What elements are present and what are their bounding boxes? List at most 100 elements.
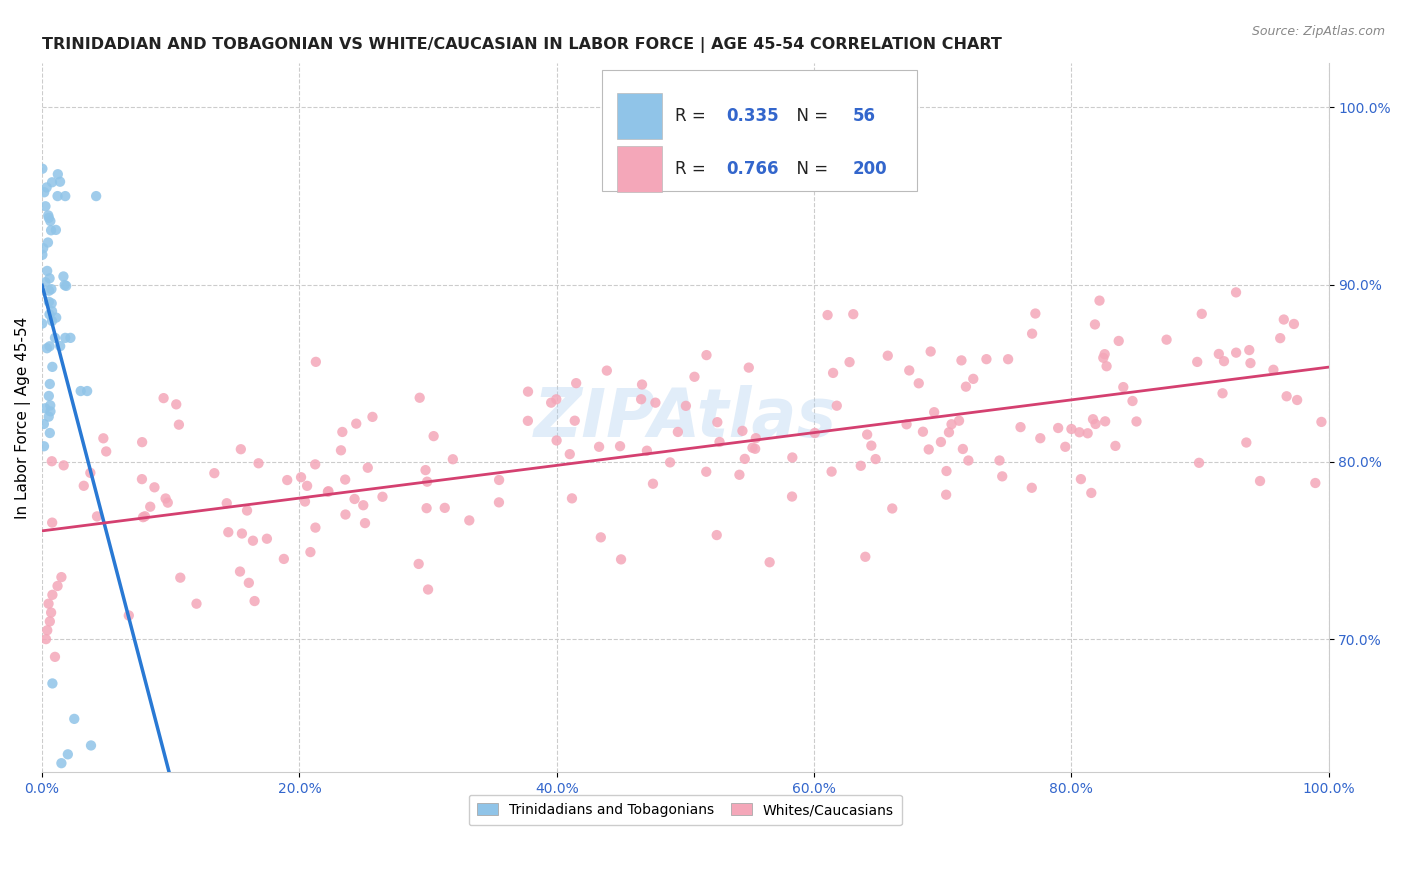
Point: [290, 470, 312, 484]
Point: [659, 455, 682, 469]
Point: [41, 296, 63, 310]
Point: [229, 565, 252, 579]
Point: [856, 427, 879, 442]
Point: [46, 579, 69, 593]
Point: [41, 175, 63, 189]
Point: [1104, 439, 1126, 453]
Point: [46, 167, 69, 181]
Bar: [617, 146, 662, 192]
Point: [238, 575, 260, 590]
Point: [35, 180, 58, 194]
Point: [1060, 422, 1083, 436]
Point: [1021, 326, 1043, 341]
Point: [415, 501, 437, 516]
Point: [898, 363, 921, 377]
Point: [73, 479, 96, 493]
Point: [53, 278, 76, 293]
Point: [1212, 386, 1234, 401]
Text: TRINIDADIAN AND TOBAGONIAN VS WHITE/CAUCASIAN IN LABOR FORCE | AGE 45-54 CORRELA: TRINIDADIAN AND TOBAGONIAN VS WHITE/CAUC…: [42, 37, 1002, 54]
Point: [38, 409, 60, 424]
Point: [1088, 293, 1111, 308]
Point: [1054, 440, 1077, 454]
Point: [357, 460, 380, 475]
Point: [38, 339, 60, 353]
Point: [1270, 331, 1292, 345]
Point: [683, 369, 706, 384]
Point: [371, 490, 394, 504]
Text: 0.766: 0.766: [727, 160, 779, 178]
Point: [1112, 380, 1135, 394]
Point: [229, 442, 252, 457]
Point: [44, 331, 66, 345]
Point: [804, 425, 827, 440]
Point: [641, 476, 664, 491]
Point: [45, 223, 67, 237]
Point: [1084, 318, 1107, 332]
Point: [957, 453, 980, 467]
Point: [41, 314, 63, 328]
Point: [706, 528, 728, 542]
Point: [517, 384, 540, 399]
Point: [165, 397, 187, 411]
Point: [1208, 347, 1230, 361]
Point: [38, 615, 60, 629]
Point: [59, 331, 82, 345]
Point: [32, 241, 55, 255]
Point: [56, 747, 79, 762]
Point: [941, 417, 963, 432]
Point: [273, 552, 295, 566]
Point: [1108, 334, 1130, 348]
Point: [35, 341, 58, 355]
Bar: [602, 70, 917, 191]
Point: [167, 417, 190, 432]
Point: [242, 533, 264, 548]
Text: Source: ZipAtlas.com: Source: ZipAtlas.com: [1251, 25, 1385, 38]
Point: [243, 594, 266, 608]
Point: [316, 484, 339, 499]
Point: [93, 431, 115, 445]
Point: [38, 597, 60, 611]
Point: [39, 214, 62, 228]
Point: [37, 264, 59, 278]
Point: [706, 415, 728, 429]
Point: [745, 431, 768, 445]
Point: [631, 377, 654, 392]
Point: [546, 434, 568, 448]
Point: [39, 606, 62, 620]
Point: [1092, 351, 1115, 365]
Point: [318, 484, 340, 499]
Point: [131, 472, 153, 486]
Point: [354, 516, 377, 530]
Point: [44, 649, 66, 664]
Point: [565, 376, 588, 391]
Point: [69, 384, 91, 398]
Point: [38, 307, 60, 321]
Point: [1125, 415, 1147, 429]
Point: [1263, 363, 1285, 377]
Point: [256, 532, 278, 546]
Point: [1225, 345, 1247, 359]
Point: [304, 458, 326, 472]
Point: [52, 269, 75, 284]
Point: [817, 308, 839, 322]
Point: [335, 508, 357, 522]
Text: R =: R =: [675, 160, 711, 178]
Point: [1305, 475, 1327, 490]
Point: [728, 467, 751, 482]
Text: 200: 200: [852, 160, 887, 178]
Point: [38, 376, 60, 391]
Point: [976, 352, 998, 367]
Point: [589, 530, 612, 544]
Point: [758, 555, 780, 569]
Point: [134, 509, 156, 524]
Point: [588, 440, 610, 454]
Text: R =: R =: [675, 107, 711, 125]
Point: [876, 349, 898, 363]
Point: [488, 495, 510, 509]
Point: [842, 307, 865, 321]
Point: [1077, 426, 1099, 441]
Point: [352, 498, 374, 512]
Point: [415, 463, 437, 477]
Point: [41, 516, 63, 530]
Point: [782, 450, 804, 465]
